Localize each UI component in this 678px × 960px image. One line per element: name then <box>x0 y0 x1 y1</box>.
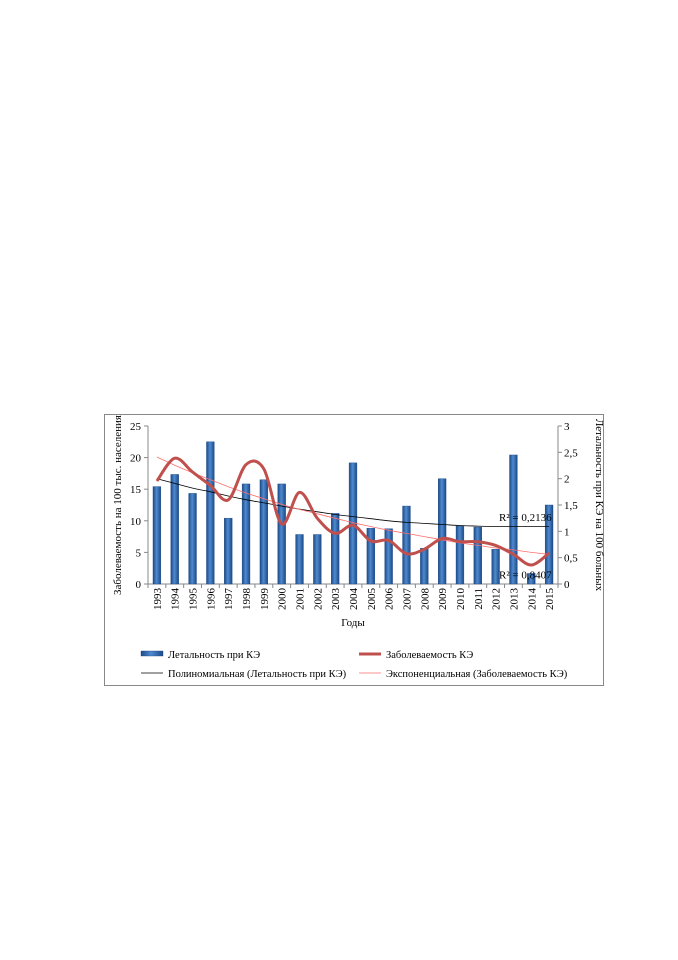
x-tick-label: 2010 <box>455 588 467 611</box>
bar <box>509 454 518 585</box>
x-tick-label: 1997 <box>223 588 235 611</box>
bar <box>295 534 304 585</box>
bar <box>277 483 286 585</box>
bar <box>331 513 340 585</box>
x-tick-label: 1999 <box>259 588 271 611</box>
x-tick-label: 2011 <box>473 588 485 610</box>
y-right-tick-label: 1 <box>564 526 570 538</box>
x-tick-label: 1994 <box>170 588 182 611</box>
y-right-axis-title: Летальность при КЭ на 100 больных <box>593 419 605 592</box>
bar <box>259 479 268 585</box>
bar <box>188 493 197 585</box>
chart-svg: 0 5 10 15 20 25 0 0,5 1 1,5 2 2,5 3 1993 1994 1995 1996 1… <box>112 415 605 680</box>
bar <box>366 527 375 585</box>
y-left-tick-label: 0 <box>136 579 142 591</box>
r2-annotation-poly: R² = 0,2136 <box>499 512 552 524</box>
x-tick-label: 2005 <box>366 588 378 611</box>
polynomial-trendline <box>156 478 550 528</box>
x-tick-label: 1998 <box>241 588 253 611</box>
legend-swatch-bar <box>140 650 164 657</box>
bar <box>384 528 393 585</box>
x-tick-label: 2007 <box>401 588 413 611</box>
bar <box>206 441 215 585</box>
y-left-tick-label: 25 <box>130 421 142 433</box>
y-right-tick-label: 0,5 <box>564 553 578 565</box>
y-left-tick-label: 20 <box>130 453 142 465</box>
legend-label: Экспоненциальная (Заболеваемость КЭ) <box>386 669 568 680</box>
x-tick-label: 2013 <box>508 588 520 611</box>
x-tick-label: 2003 <box>330 588 342 611</box>
bar <box>152 486 162 585</box>
exponential-trendline <box>156 456 550 555</box>
bar <box>438 478 447 585</box>
bar <box>420 547 429 585</box>
x-tick-label: 2009 <box>437 588 449 611</box>
x-axis-title: Годы <box>341 617 365 629</box>
x-tick-label: 2001 <box>295 588 307 610</box>
x-tick-label: 2002 <box>312 588 324 610</box>
x-tick-label: 2006 <box>384 588 396 611</box>
bar <box>313 534 322 585</box>
r2-annotation-exp: R² = 0,8407 <box>499 570 552 582</box>
x-tick-label: 2004 <box>348 588 360 611</box>
bar <box>402 505 411 585</box>
bar <box>455 525 465 585</box>
x-tick-label: 2014 <box>526 588 538 611</box>
bar <box>241 483 251 585</box>
bar <box>491 549 500 585</box>
x-tick-label: 2012 <box>491 588 503 610</box>
incidence-line <box>155 456 551 567</box>
x-tick-label: 1996 <box>205 588 217 611</box>
y-left-axis-title: Заболеваемость на 100 тыс. населения <box>112 415 124 595</box>
bar <box>473 526 482 585</box>
y-left-tick-label: 5 <box>136 547 142 559</box>
y-right-tick-label: 2,5 <box>564 447 578 459</box>
y-left-tick-label: 15 <box>130 484 142 496</box>
legend-label: Полиномиальная (Летальность при КЭ) <box>168 669 347 680</box>
y-right-tick-label: 1,5 <box>564 500 578 512</box>
x-tick-label: 2015 <box>544 588 556 611</box>
legend-label: Летальность при КЭ <box>168 650 260 661</box>
y-right-tick-label: 3 <box>564 421 570 433</box>
bar <box>224 517 233 585</box>
x-tick-label: 2008 <box>419 588 431 611</box>
chart-frame: 0 5 10 15 20 25 0 0,5 1 1,5 2 2,5 3 1993 1994 1995 1996 1… <box>104 414 605 686</box>
x-tick-label: 1993 <box>152 588 164 611</box>
bar <box>170 474 179 585</box>
y-right-tick-label: 2 <box>564 474 570 486</box>
x-tick-label: 2000 <box>277 588 289 611</box>
y-right-tick-label: 0 <box>564 579 570 591</box>
y-left-tick-label: 10 <box>130 516 142 528</box>
bar <box>544 504 554 585</box>
legend-label: Заболеваемость КЭ <box>386 650 473 661</box>
bar <box>527 573 536 585</box>
x-tick-label: 1995 <box>188 588 200 611</box>
